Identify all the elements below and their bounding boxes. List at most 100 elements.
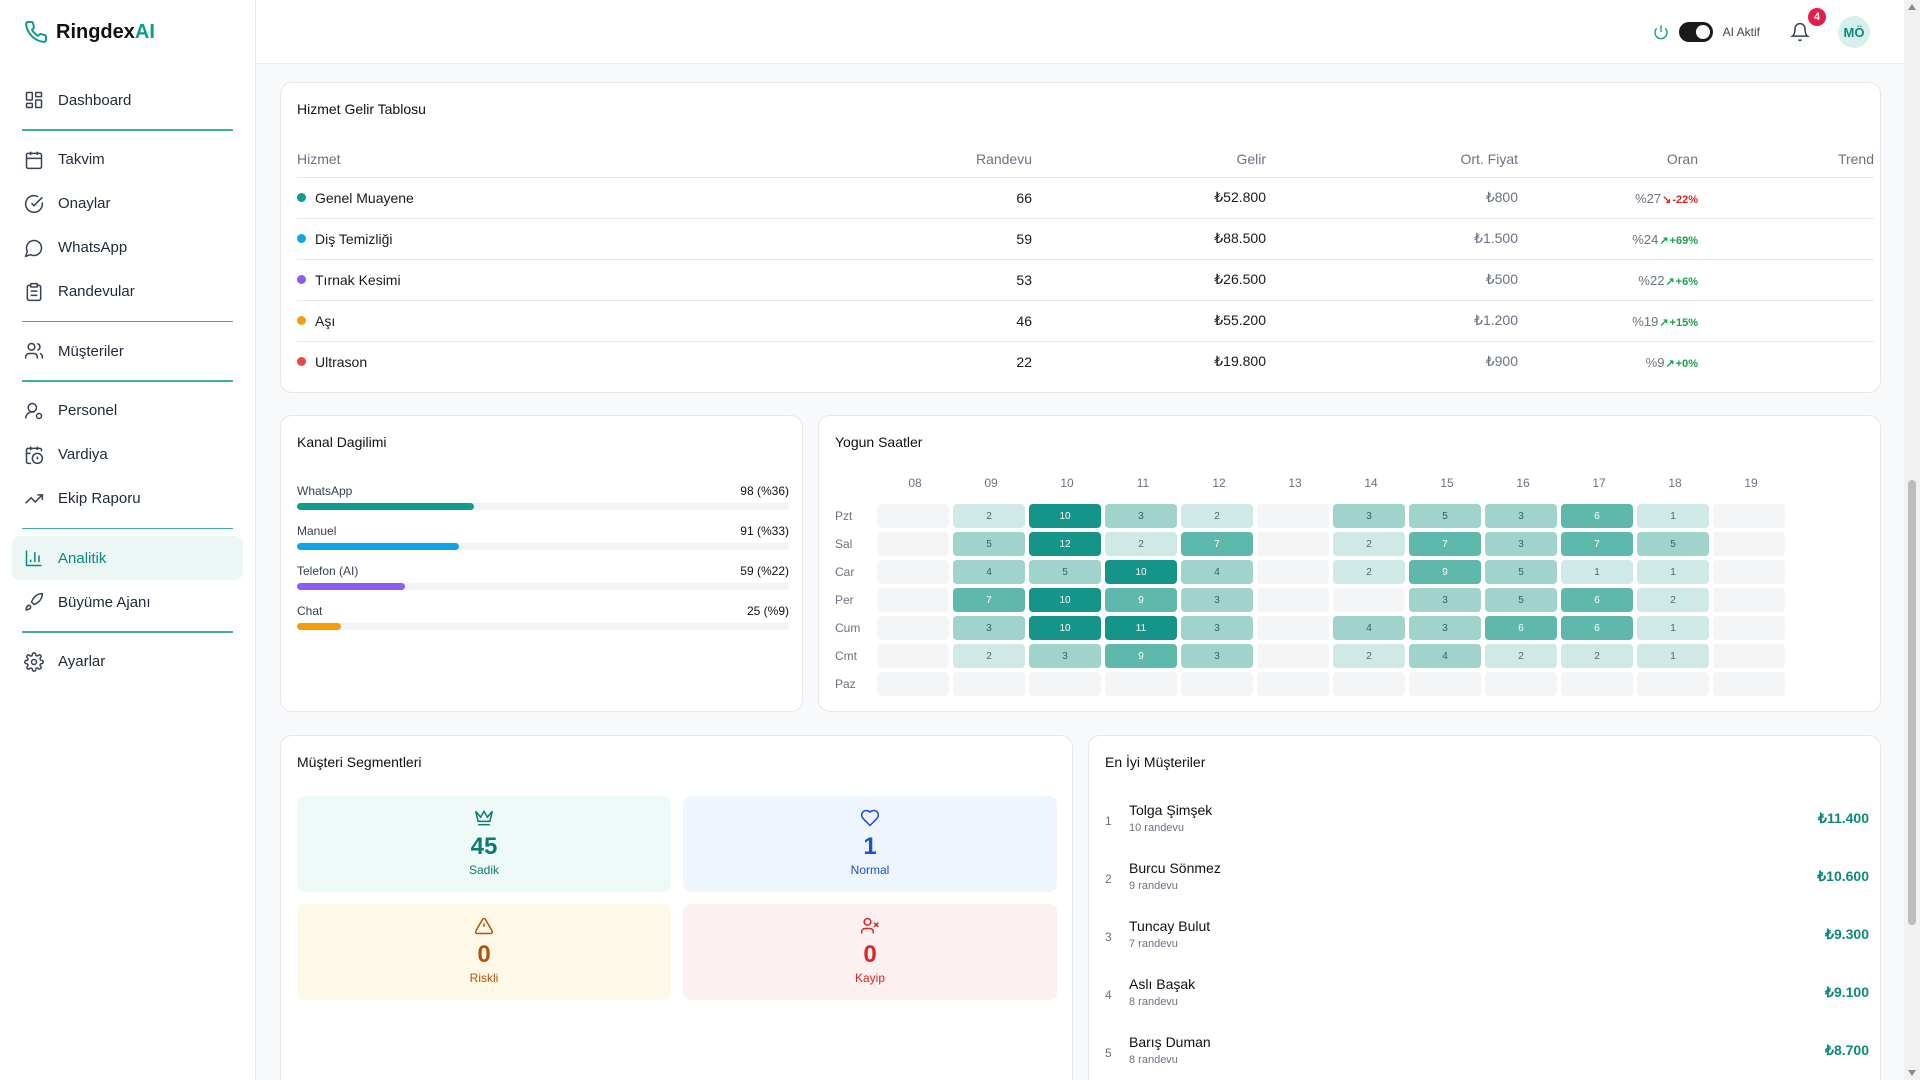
heatmap-cell[interactable]: 2 bbox=[953, 644, 1025, 668]
heatmap-cell[interactable]: 3 bbox=[1029, 644, 1101, 668]
heatmap-cell[interactable]: 3 bbox=[1409, 588, 1481, 612]
column-header[interactable]: Oran bbox=[1518, 141, 1698, 178]
table-row[interactable]: Genel Muayene 66 ₺52.800 ₺800 %27↘-22% bbox=[297, 177, 1874, 219]
heatmap-cell[interactable]: 0 bbox=[1713, 532, 1785, 556]
heatmap-cell[interactable]: 2 bbox=[1333, 644, 1405, 668]
scrollbar[interactable] bbox=[1904, 0, 1920, 1080]
heatmap-cell[interactable]: 11 bbox=[1105, 616, 1177, 640]
power-icon[interactable] bbox=[1653, 24, 1669, 40]
heatmap-cell[interactable]: 0 bbox=[1637, 672, 1709, 696]
column-header[interactable]: Randevu bbox=[857, 141, 1032, 178]
segment-kayip[interactable]: 0 Kayip bbox=[683, 904, 1057, 1000]
heatmap-cell[interactable]: 3 bbox=[1181, 644, 1253, 668]
heatmap-cell[interactable]: 0 bbox=[1713, 588, 1785, 612]
heatmap-cell[interactable]: 6 bbox=[1561, 588, 1633, 612]
heatmap-cell[interactable]: 3 bbox=[1409, 616, 1481, 640]
heatmap-cell[interactable]: 7 bbox=[953, 588, 1025, 612]
ai-toggle[interactable] bbox=[1678, 22, 1713, 42]
heatmap-cell[interactable]: 3 bbox=[1181, 588, 1253, 612]
sidebar-item-ekip-raporu[interactable]: Ekip Raporu bbox=[12, 477, 243, 521]
table-row[interactable]: Tırnak Kesimi 53 ₺26.500 ₺500 %22↗+6% bbox=[297, 259, 1874, 301]
segment-sadik[interactable]: 45 Sadik bbox=[297, 796, 671, 892]
sidebar-item-dashboard[interactable]: Dashboard bbox=[12, 78, 243, 122]
heatmap-cell[interactable]: 2 bbox=[1181, 504, 1253, 528]
heatmap-cell[interactable]: 0 bbox=[877, 504, 949, 528]
heatmap-cell[interactable]: 3 bbox=[953, 616, 1025, 640]
customer-list-item[interactable]: 4 Aslı Başak 8 randevu ₺9.100 bbox=[1105, 970, 1869, 1028]
heatmap-cell[interactable]: 0 bbox=[877, 532, 949, 556]
heatmap-cell[interactable]: 3 bbox=[1485, 532, 1557, 556]
heatmap-cell[interactable]: 5 bbox=[1485, 588, 1557, 612]
table-row[interactable]: Aşı 46 ₺55.200 ₺1.200 %19↗+15% bbox=[297, 300, 1874, 342]
heatmap-cell[interactable]: 6 bbox=[1561, 616, 1633, 640]
heatmap-cell[interactable]: 0 bbox=[1713, 672, 1785, 696]
notifications-button[interactable]: 4 bbox=[1788, 8, 1826, 44]
customer-list-item[interactable]: 3 Tuncay Bulut 7 randevu ₺9.300 bbox=[1105, 912, 1869, 970]
heatmap-cell[interactable]: 0 bbox=[877, 672, 949, 696]
heatmap-cell[interactable]: 4 bbox=[1409, 644, 1481, 668]
segment-normal[interactable]: 1 Normal bbox=[683, 796, 1057, 892]
heatmap-cell[interactable]: 9 bbox=[1105, 588, 1177, 612]
heatmap-cell[interactable]: 0 bbox=[877, 588, 949, 612]
heatmap-cell[interactable]: 0 bbox=[1257, 588, 1329, 612]
heatmap-cell[interactable]: 5 bbox=[1637, 532, 1709, 556]
sidebar-item-buyume-ajani[interactable]: Büyüme Ajanı bbox=[12, 580, 243, 624]
customer-list-item[interactable]: 5 Barış Duman 8 randevu ₺8.700 bbox=[1105, 1028, 1869, 1080]
heatmap-cell[interactable]: 1 bbox=[1637, 616, 1709, 640]
heatmap-cell[interactable]: 7 bbox=[1561, 532, 1633, 556]
heatmap-cell[interactable]: 2 bbox=[1333, 560, 1405, 584]
heatmap-cell[interactable]: 4 bbox=[1333, 616, 1405, 640]
heatmap-cell[interactable]: 0 bbox=[1257, 672, 1329, 696]
scrollbar-thumb[interactable] bbox=[1908, 480, 1916, 925]
heatmap-cell[interactable]: 0 bbox=[1485, 672, 1557, 696]
customer-list-item[interactable]: 2 Burcu Sönmez 9 randevu ₺10.600 bbox=[1105, 854, 1869, 912]
heatmap-cell[interactable]: 4 bbox=[953, 560, 1025, 584]
heatmap-cell[interactable]: 10 bbox=[1105, 560, 1177, 584]
heatmap-cell[interactable]: 2 bbox=[1561, 644, 1633, 668]
column-header[interactable]: Gelir bbox=[1032, 141, 1266, 178]
sidebar-item-onaylar[interactable]: Onaylar bbox=[12, 182, 243, 226]
heatmap-cell[interactable]: 6 bbox=[1485, 616, 1557, 640]
heatmap-cell[interactable]: 2 bbox=[1485, 644, 1557, 668]
heatmap-cell[interactable]: 0 bbox=[1409, 672, 1481, 696]
table-row[interactable]: Ultrason 22 ₺19.800 ₺900 %9↗+0% bbox=[297, 341, 1874, 382]
column-header[interactable]: Trend bbox=[1698, 141, 1874, 178]
heatmap-cell[interactable]: 0 bbox=[1333, 588, 1405, 612]
heatmap-cell[interactable]: 0 bbox=[1181, 672, 1253, 696]
avatar[interactable]: MÖ bbox=[1838, 16, 1870, 48]
heatmap-cell[interactable]: 9 bbox=[1409, 560, 1481, 584]
sidebar-item-takvim[interactable]: Takvim bbox=[12, 138, 243, 182]
heatmap-cell[interactable]: 0 bbox=[1713, 644, 1785, 668]
heatmap-cell[interactable]: 0 bbox=[877, 560, 949, 584]
heatmap-cell[interactable]: 0 bbox=[1713, 560, 1785, 584]
sidebar-item-personel[interactable]: Personel bbox=[12, 389, 243, 433]
segment-riskli[interactable]: 0 Riskli bbox=[297, 904, 671, 1000]
heatmap-cell[interactable]: 1 bbox=[1637, 644, 1709, 668]
heatmap-cell[interactable]: 1 bbox=[1637, 504, 1709, 528]
heatmap-cell[interactable]: 10 bbox=[1029, 616, 1101, 640]
sidebar-item-musteriler[interactable]: Müşteriler bbox=[12, 329, 243, 373]
sidebar-item-analitik[interactable]: Analitik bbox=[12, 536, 243, 580]
heatmap-cell[interactable]: 5 bbox=[1409, 504, 1481, 528]
heatmap-cell[interactable]: 0 bbox=[1713, 504, 1785, 528]
heatmap-cell[interactable]: 3 bbox=[1181, 616, 1253, 640]
heatmap-cell[interactable]: 1 bbox=[1637, 560, 1709, 584]
heatmap-cell[interactable]: 2 bbox=[953, 504, 1025, 528]
heatmap-cell[interactable]: 0 bbox=[877, 616, 949, 640]
heatmap-cell[interactable]: 3 bbox=[1485, 504, 1557, 528]
heatmap-cell[interactable]: 0 bbox=[1105, 672, 1177, 696]
heatmap-cell[interactable]: 0 bbox=[1029, 672, 1101, 696]
heatmap-cell[interactable]: 2 bbox=[1637, 588, 1709, 612]
scroll-down-arrow[interactable] bbox=[1908, 1070, 1916, 1076]
heatmap-cell[interactable]: 0 bbox=[877, 644, 949, 668]
heatmap-cell[interactable]: 5 bbox=[953, 532, 1025, 556]
heatmap-cell[interactable]: 0 bbox=[1713, 616, 1785, 640]
brand-logo[interactable]: RingdexAI bbox=[0, 0, 255, 64]
heatmap-cell[interactable]: 0 bbox=[1257, 616, 1329, 640]
heatmap-cell[interactable]: 0 bbox=[1257, 560, 1329, 584]
heatmap-cell[interactable]: 2 bbox=[1105, 532, 1177, 556]
heatmap-cell[interactable]: 0 bbox=[1257, 504, 1329, 528]
sidebar-item-randevular[interactable]: Randevular bbox=[12, 270, 243, 314]
heatmap-cell[interactable]: 7 bbox=[1409, 532, 1481, 556]
column-header[interactable]: Hizmet bbox=[297, 141, 857, 178]
